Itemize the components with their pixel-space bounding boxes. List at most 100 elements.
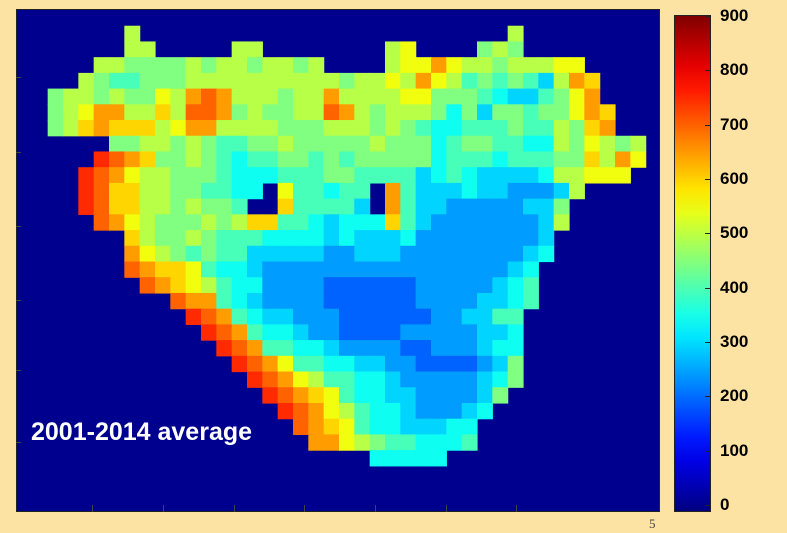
- heatmap-cell: [323, 324, 340, 341]
- heatmap-cell: [277, 277, 294, 294]
- heatmap-cell: [354, 340, 371, 357]
- heatmap-cell: [369, 371, 386, 388]
- x-axis-tick-mark: [446, 505, 447, 512]
- heatmap-cell: [124, 230, 141, 247]
- heatmap-cell: [431, 88, 447, 105]
- heatmap-cell: [354, 418, 371, 436]
- heatmap-cell: [354, 167, 371, 184]
- heatmap-cell: [431, 418, 447, 436]
- heatmap-cell: [354, 214, 371, 231]
- heatmap-cell: [553, 167, 570, 184]
- heatmap-cell: [431, 261, 447, 278]
- heatmap-cell: [93, 214, 110, 231]
- heatmap-cell: [431, 308, 447, 325]
- heatmap-cell: [461, 324, 478, 341]
- heatmap-cell: [124, 135, 141, 153]
- heatmap-cell: [323, 371, 340, 388]
- colorbar-tick-mark: [705, 505, 711, 506]
- heatmap-cell: [400, 230, 417, 247]
- heatmap-cell: [477, 324, 493, 341]
- heatmap-cell: [461, 198, 478, 215]
- heatmap-cell: [369, 245, 386, 263]
- heatmap-cell: [277, 245, 294, 263]
- heatmap-cell: [339, 120, 355, 137]
- heatmap-cell: [155, 88, 171, 105]
- colorbar-tick-mark: [705, 450, 711, 452]
- heatmap-cell: [308, 57, 325, 74]
- heatmap-cell: [507, 167, 524, 184]
- heatmap-cell: [170, 214, 187, 231]
- heatmap-cell: [385, 355, 401, 373]
- heatmap-cell: [185, 167, 202, 184]
- heatmap-cell: [308, 324, 325, 341]
- heatmap-cell: [385, 261, 401, 278]
- heatmap-cell: [308, 418, 325, 436]
- heatmap-cell: [569, 57, 585, 74]
- heatmap-cell: [155, 104, 171, 121]
- heatmap-cell: [185, 72, 202, 90]
- heatmap-cell: [216, 72, 233, 90]
- heatmap-cell: [201, 230, 217, 247]
- heatmap-cell: [523, 72, 539, 90]
- heatmap-cell: [446, 418, 463, 436]
- heatmap-cell: [354, 104, 371, 121]
- heatmap-cell: [385, 135, 401, 153]
- heatmap-cell: [477, 41, 493, 58]
- heatmap-cell: [507, 230, 524, 247]
- heatmap-cell: [492, 135, 509, 153]
- colorbar-gradient: [675, 16, 710, 511]
- heatmap-cell: [339, 340, 355, 357]
- colorbar-tick-mark: [705, 124, 711, 126]
- heatmap-cell: [354, 308, 371, 325]
- heatmap-cell: [231, 88, 248, 105]
- heatmap-cell: [323, 245, 340, 263]
- heatmap-cell: [216, 292, 233, 310]
- heatmap-cell: [216, 245, 233, 263]
- heatmap-cell: [277, 182, 294, 200]
- heatmap-cell: [124, 25, 141, 43]
- heatmap-cell: [339, 261, 355, 278]
- heatmap-cell: [400, 214, 417, 231]
- heatmap-cell: [415, 198, 432, 215]
- heatmap-cell: [507, 355, 524, 373]
- heatmap-cell: [507, 371, 524, 388]
- heatmap-cell: [446, 72, 463, 90]
- heatmap-cell: [369, 120, 386, 137]
- heatmap-cell: [109, 198, 125, 215]
- heatmap-cell: [553, 104, 570, 121]
- heatmap-cell: [431, 434, 447, 451]
- heatmap-cell: [277, 88, 294, 105]
- heatmap-cell: [216, 308, 233, 325]
- heatmap-cell: [507, 41, 524, 58]
- heatmap-cell: [431, 198, 447, 215]
- heatmap-cell: [431, 104, 447, 121]
- heatmap-cell: [400, 402, 417, 420]
- heatmap-cell: [124, 182, 141, 200]
- heatmap-cell: [523, 214, 539, 231]
- heatmap-cell: [369, 434, 386, 451]
- heatmap-cell: [231, 104, 248, 121]
- heatmap-cell: [293, 104, 309, 121]
- heatmap-cell: [185, 261, 202, 278]
- heatmap-cell: [446, 292, 463, 310]
- heatmap-cell: [308, 151, 325, 168]
- heatmap-cell: [446, 88, 463, 105]
- colorbar-tick-label: 200: [720, 386, 749, 406]
- heatmap-cell: [185, 214, 202, 231]
- heatmap-cell: [155, 277, 171, 294]
- heatmap-cell: [461, 230, 478, 247]
- heatmap-cell: [400, 245, 417, 263]
- heatmap-cell: [446, 182, 463, 200]
- heatmap-cell: [400, 88, 417, 105]
- heatmap-cell: [247, 230, 263, 247]
- heatmap-cell: [569, 182, 585, 200]
- heatmap-cell: [201, 167, 217, 184]
- heatmap-cell: [155, 182, 171, 200]
- heatmap-cell: [293, 57, 309, 74]
- colorbar-tick-label: 400: [720, 277, 749, 297]
- colorbar-tick-label: 800: [720, 60, 749, 80]
- heatmap-cell: [109, 151, 125, 168]
- heatmap-cell: [339, 135, 355, 153]
- heatmap-cell: [323, 167, 340, 184]
- heatmap-cell: [492, 88, 509, 105]
